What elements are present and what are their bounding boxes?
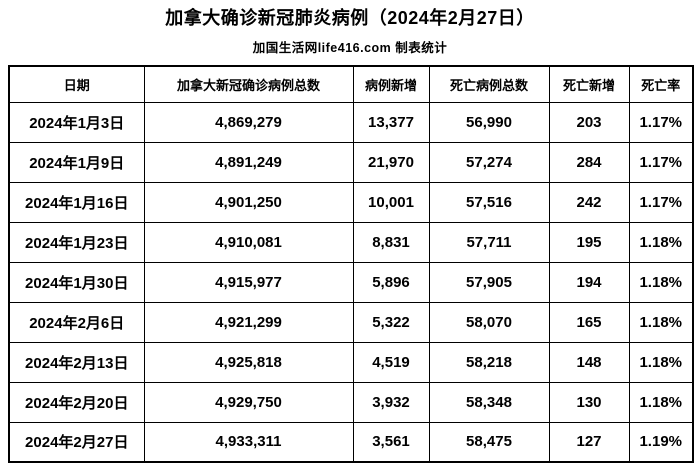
page-subtitle: 加国生活网life416.com 制表统计 (252, 41, 448, 56)
value-cell: 1.18% (628, 381, 694, 423)
date-cell: 2024年1月30日 (8, 261, 145, 303)
value-cell: 10,001 (352, 181, 430, 223)
value-cell: 4,915,977 (143, 261, 354, 303)
value-cell: 5,322 (352, 301, 430, 343)
value-cell: 3,932 (352, 381, 430, 423)
date-cell: 2024年2月20日 (8, 381, 145, 423)
table-row: 2024年1月30日 4,915,977 5,896 57,905 194 1.18% (8, 261, 694, 303)
table-container: 日期 加拿大新冠确诊病例总数 病例新增 死亡病例总数 死亡新增 死亡率 2024年1月3日… (8, 65, 694, 464)
value-cell: 21,970 (352, 141, 430, 183)
header-row: 日期 加拿大新冠确诊病例总数 病例新增 死亡病例总数 死亡新增 死亡率 (8, 65, 694, 103)
value-cell: 130 (548, 381, 630, 423)
date-cell: 2024年1月3日 (8, 101, 145, 143)
table-row: 2024年1月16日 4,901,250 10,001 57,516 242 1.17% (8, 181, 694, 223)
value-cell: 58,348 (428, 381, 550, 423)
value-cell: 148 (548, 341, 630, 383)
value-cell: 4,929,750 (143, 381, 354, 423)
value-cell: 194 (548, 261, 630, 303)
column-header-4: 死亡新增 (548, 65, 630, 103)
value-cell: 1.18% (628, 261, 694, 303)
date-cell: 2024年1月16日 (8, 181, 145, 223)
table-row: 2024年1月3日 4,869,279 13,377 56,990 203 1.17% (8, 101, 694, 143)
value-cell: 4,910,081 (143, 221, 354, 263)
column-header-0: 日期 (8, 65, 145, 103)
value-cell: 57,516 (428, 181, 550, 223)
value-cell: 4,891,249 (143, 141, 354, 183)
value-cell: 58,218 (428, 341, 550, 383)
column-header-2: 病例新增 (352, 65, 430, 103)
value-cell: 4,925,818 (143, 341, 354, 383)
value-cell: 1.19% (628, 421, 694, 463)
value-cell: 242 (548, 181, 630, 223)
value-cell: 58,070 (428, 301, 550, 343)
value-cell: 165 (548, 301, 630, 343)
column-header-1: 加拿大新冠确诊病例总数 (143, 65, 354, 103)
date-cell: 2024年1月9日 (8, 141, 145, 183)
value-cell: 57,711 (428, 221, 550, 263)
value-cell: 195 (548, 221, 630, 263)
column-header-3: 死亡病例总数 (428, 65, 550, 103)
table-row: 2024年1月23日 4,910,081 8,831 57,711 195 1.18% (8, 221, 694, 263)
value-cell: 57,274 (428, 141, 550, 183)
table-row: 2024年2月20日 4,929,750 3,932 58,348 130 1.18% (8, 381, 694, 423)
column-header-5: 死亡率 (628, 65, 694, 103)
value-cell: 56,990 (428, 101, 550, 143)
value-cell: 1.18% (628, 221, 694, 263)
table-row: 2024年2月13日 4,925,818 4,519 58,218 148 1.18% (8, 341, 694, 383)
value-cell: 4,869,279 (143, 101, 354, 143)
value-cell: 3,561 (352, 421, 430, 463)
value-cell: 8,831 (352, 221, 430, 263)
value-cell: 1.17% (628, 101, 694, 143)
value-cell: 203 (548, 101, 630, 143)
date-cell: 2024年2月13日 (8, 341, 145, 383)
date-cell: 2024年1月23日 (8, 221, 145, 263)
value-cell: 5,896 (352, 261, 430, 303)
page-title: 加拿大确诊新冠肺炎病例（2024年2月27日） (165, 8, 535, 28)
value-cell: 4,921,299 (143, 301, 354, 343)
value-cell: 1.18% (628, 301, 694, 343)
value-cell: 58,475 (428, 421, 550, 463)
date-cell: 2024年2月27日 (8, 421, 145, 463)
value-cell: 57,905 (428, 261, 550, 303)
value-cell: 1.18% (628, 341, 694, 383)
covid-stats-table: 日期 加拿大新冠确诊病例总数 病例新增 死亡病例总数 死亡新增 死亡率 2024年1月3日… (8, 65, 694, 464)
value-cell: 284 (548, 141, 630, 183)
value-cell: 4,933,311 (143, 421, 354, 463)
date-cell: 2024年2月6日 (8, 301, 145, 343)
table-row: 2024年2月6日 4,921,299 5,322 58,070 165 1.18% (8, 301, 694, 343)
value-cell: 127 (548, 421, 630, 463)
table-header: 日期 加拿大新冠确诊病例总数 病例新增 死亡病例总数 死亡新增 死亡率 (8, 65, 694, 103)
table-row: 2024年2月27日 4,933,311 3,561 58,475 127 1.19% (8, 421, 694, 463)
table-row: 2024年1月9日 4,891,249 21,970 57,274 284 1.17% (8, 141, 694, 183)
value-cell: 13,377 (352, 101, 430, 143)
table-body: 2024年1月3日 4,869,279 13,377 56,990 203 1.17% 20… (8, 101, 694, 463)
value-cell: 1.17% (628, 181, 694, 223)
page-header: 加拿大确诊新冠肺炎病例（2024年2月27日） 加国生活网life416.com… (0, 0, 700, 56)
value-cell: 4,901,250 (143, 181, 354, 223)
value-cell: 1.17% (628, 141, 694, 183)
value-cell: 4,519 (352, 341, 430, 383)
